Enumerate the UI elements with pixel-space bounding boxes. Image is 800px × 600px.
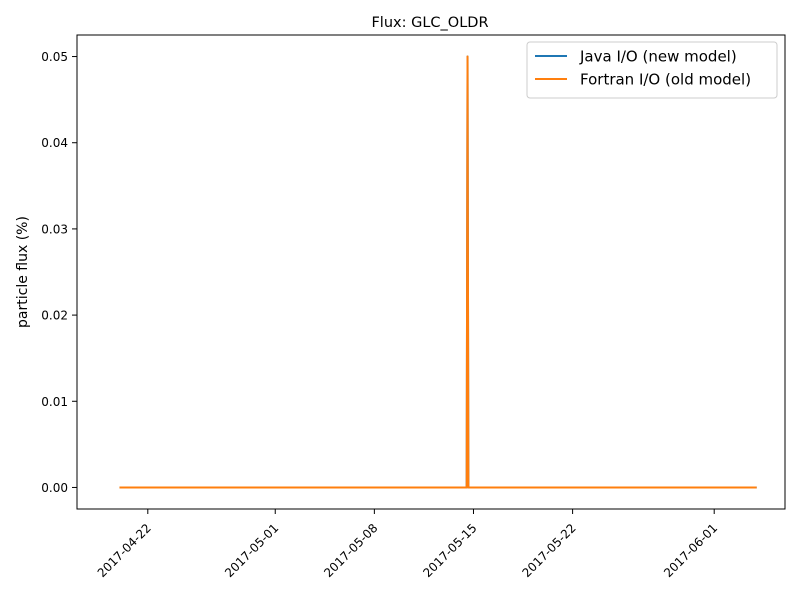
- x-tick-label-1: 2017-05-01: [222, 521, 281, 580]
- y-tick-label-3: 0.03: [41, 222, 68, 236]
- y-tick-label-1: 0.01: [41, 395, 68, 409]
- legend: Java I/O (new model) Fortran I/O (old mod…: [526, 41, 778, 99]
- y-tick-label-4: 0.04: [41, 136, 68, 150]
- x-tick-label-2: 2017-05-08: [321, 521, 380, 580]
- series-line-1: [119, 55, 757, 489]
- x-tick-label-3: 2017-05-15: [420, 521, 479, 580]
- legend-label-1: Fortran I/O (old model): [580, 71, 751, 89]
- chart-title: Flux: GLC_OLDR: [371, 15, 488, 31]
- plot-frame: [76, 34, 786, 510]
- y-axis-label: particle flux (%): [15, 216, 31, 328]
- plot-area: [119, 55, 757, 489]
- y-tick-label-2: 0.02: [41, 309, 68, 323]
- legend-label-0: Java I/O (new model): [579, 48, 737, 66]
- x-tick-label-0: 2017-04-22: [95, 521, 154, 580]
- x-tick-label-5: 2017-06-01: [661, 521, 720, 580]
- legend-box: [526, 41, 778, 99]
- axis-ticks: 2017-04-22 2017-05-01 2017-05-08 2017-05-15…: [41, 50, 720, 580]
- y-tick-label-0: 0.00: [41, 481, 68, 495]
- series-line-0: [119, 55, 757, 489]
- x-tick-label-4: 2017-05-22: [520, 521, 579, 580]
- y-tick-label-5: 0.05: [41, 50, 68, 64]
